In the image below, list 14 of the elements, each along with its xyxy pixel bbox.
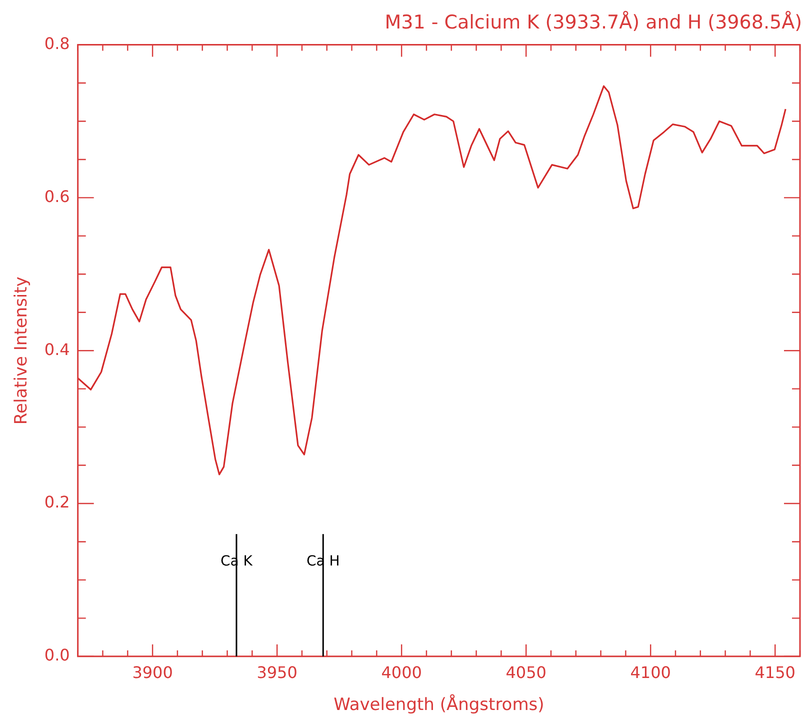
y-tick-label: 0.8 — [44, 34, 70, 53]
x-tick-label: 3900 — [132, 663, 173, 682]
y-tick-label: 0.4 — [44, 340, 70, 359]
chart-title: M31 - Calcium K (3933.7Å) and H (3968.5Å) — [384, 10, 802, 34]
x-tick-label: 3950 — [256, 663, 298, 682]
x-tick-label: 4150 — [754, 663, 796, 682]
x-axis-title: Wavelength (Ångstroms) — [334, 694, 544, 716]
y-tick-label: 0.0 — [44, 646, 70, 665]
y-axis-title: Relative Intensity — [12, 276, 32, 425]
x-tick-label: 4000 — [381, 663, 422, 682]
x-tick-label: 4100 — [630, 663, 671, 682]
x-tick-label: 4050 — [506, 663, 546, 682]
y-tick-label: 0.2 — [44, 492, 70, 512]
y-tick-label: 0.6 — [44, 186, 70, 206]
